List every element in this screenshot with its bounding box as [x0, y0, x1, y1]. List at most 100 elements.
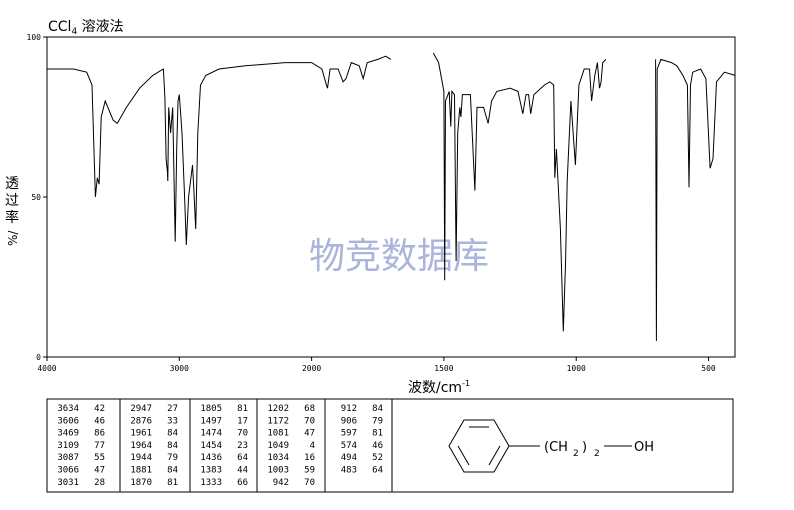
- peak-wavenumber: 1003: [267, 466, 289, 476]
- x-label-sup: -1: [462, 379, 470, 388]
- peak-transmittance: 70: [304, 478, 315, 488]
- y-tick-label: 50: [31, 193, 41, 202]
- peak-wavenumber: 1964: [130, 441, 152, 451]
- peak-transmittance: 44: [237, 466, 248, 476]
- peak-wavenumber: 3031: [57, 478, 79, 488]
- x-label-main: 波数/cm: [408, 380, 462, 396]
- peak-wavenumber: 906: [341, 416, 357, 426]
- peak-wavenumber: 483: [341, 466, 357, 476]
- substituent: (CH 2 ) 2 OH: [544, 440, 654, 459]
- x-axis-label: 波数/cm-1: [408, 379, 470, 396]
- spectrum-line: [47, 52, 736, 342]
- peak-wavenumber: 3634: [57, 404, 79, 414]
- peak-transmittance: 23: [237, 441, 248, 451]
- title-rest: 溶液法: [77, 19, 123, 35]
- y-tick-label: 0: [36, 353, 41, 362]
- peak-transmittance: 52: [372, 453, 383, 463]
- y-axis-label: 率: [5, 209, 19, 226]
- peak-transmittance: 42: [94, 404, 105, 414]
- peak-transmittance: 81: [167, 478, 178, 488]
- peak-transmittance: 4: [310, 441, 315, 451]
- peak-transmittance: 47: [304, 429, 315, 439]
- y-axis-label: 透: [5, 176, 19, 192]
- peak-wavenumber: 3606: [57, 416, 79, 426]
- peak-transmittance: 46: [94, 416, 105, 426]
- plot-frame: [46, 36, 736, 358]
- peak-wavenumber: 1805: [200, 404, 222, 414]
- formula-part: (CH: [544, 440, 568, 455]
- peak-transmittance: 16: [304, 453, 315, 463]
- peak-transmittance: 79: [167, 453, 178, 463]
- x-tick-label: 3000: [170, 364, 189, 373]
- peak-wavenumber: 1081: [267, 429, 289, 439]
- peak-wavenumber: 1474: [200, 429, 222, 439]
- peak-transmittance: 77: [94, 441, 105, 451]
- peak-transmittance: 27: [167, 404, 178, 414]
- table-dividers: [119, 399, 393, 492]
- peak-wavenumber: 942: [273, 478, 289, 488]
- peak-transmittance: 86: [94, 429, 105, 439]
- peak-wavenumber: 1870: [130, 478, 152, 488]
- peak-wavenumber: 2876: [130, 416, 152, 426]
- title-main: CCl: [48, 19, 71, 35]
- peak-wavenumber: 3109: [57, 441, 79, 451]
- peak-transmittance: 17: [237, 416, 248, 426]
- peak-wavenumber: 1034: [267, 453, 289, 463]
- peak-wavenumber: 1172: [267, 416, 289, 426]
- peak-transmittance: 81: [237, 404, 248, 414]
- peak-transmittance: 66: [237, 478, 248, 488]
- peak-transmittance: 47: [94, 466, 105, 476]
- peak-transmittance: 59: [304, 466, 315, 476]
- x-tick-label: 1000: [567, 364, 586, 373]
- peak-transmittance: 84: [372, 404, 383, 414]
- peak-transmittance: 70: [237, 429, 248, 439]
- x-tick-label: 1500: [434, 364, 453, 373]
- peak-wavenumber: 1049: [267, 441, 289, 451]
- table-frame: [46, 398, 734, 493]
- benzene-ring: [448, 419, 632, 473]
- peak-wavenumber: 1333: [200, 478, 222, 488]
- double-bond: [488, 445, 501, 466]
- peak-wavenumber: 3469: [57, 429, 79, 439]
- peak-transmittance: 79: [372, 416, 383, 426]
- peak-transmittance: 84: [167, 441, 178, 451]
- peak-wavenumber: 1383: [200, 466, 222, 476]
- peak-transmittance: 46: [372, 441, 383, 451]
- peak-wavenumber: 597: [341, 429, 357, 439]
- peak-wavenumber: 1454: [200, 441, 222, 451]
- peak-wavenumber: 1881: [130, 466, 152, 476]
- peak-wavenumber: 3087: [57, 453, 79, 463]
- x-tick-label: 4000: [37, 364, 56, 373]
- x-tick-label: 500: [701, 364, 716, 373]
- x-tick-label: 2000: [302, 364, 321, 373]
- peak-transmittance: 33: [167, 416, 178, 426]
- peak-wavenumber: 912: [341, 404, 357, 414]
- peak-transmittance: 28: [94, 478, 105, 488]
- peak-transmittance: 68: [304, 404, 315, 414]
- peak-transmittance: 64: [372, 466, 383, 476]
- title-sub: 4: [71, 27, 77, 37]
- ring: [448, 419, 510, 473]
- peak-transmittance: 64: [237, 453, 248, 463]
- chart-title: CCl4 溶液法: [48, 19, 124, 37]
- peak-wavenumber: 574: [341, 441, 357, 451]
- peak-wavenumber: 1202: [267, 404, 289, 414]
- peak-wavenumber: 1944: [130, 453, 152, 463]
- y-tick-label: 100: [27, 33, 42, 42]
- formula-sub: 2: [594, 449, 600, 459]
- peak-wavenumber: 1961: [130, 429, 152, 439]
- peak-transmittance: 84: [167, 466, 178, 476]
- peak-transmittance: 81: [372, 429, 383, 439]
- formula-sub: 2: [573, 449, 579, 459]
- watermark: 物竞数据库: [309, 236, 489, 277]
- peak-transmittance: 84: [167, 429, 178, 439]
- double-bond: [457, 445, 470, 466]
- peak-wavenumber: 1497: [200, 416, 222, 426]
- peak-wavenumber: 3066: [57, 466, 79, 476]
- peak-transmittance: 55: [94, 453, 105, 463]
- y-axis-label: %/: [6, 230, 20, 246]
- peak-transmittance: 70: [304, 416, 315, 426]
- peak-wavenumber: 494: [341, 453, 357, 463]
- peak-wavenumber: 2947: [130, 404, 152, 414]
